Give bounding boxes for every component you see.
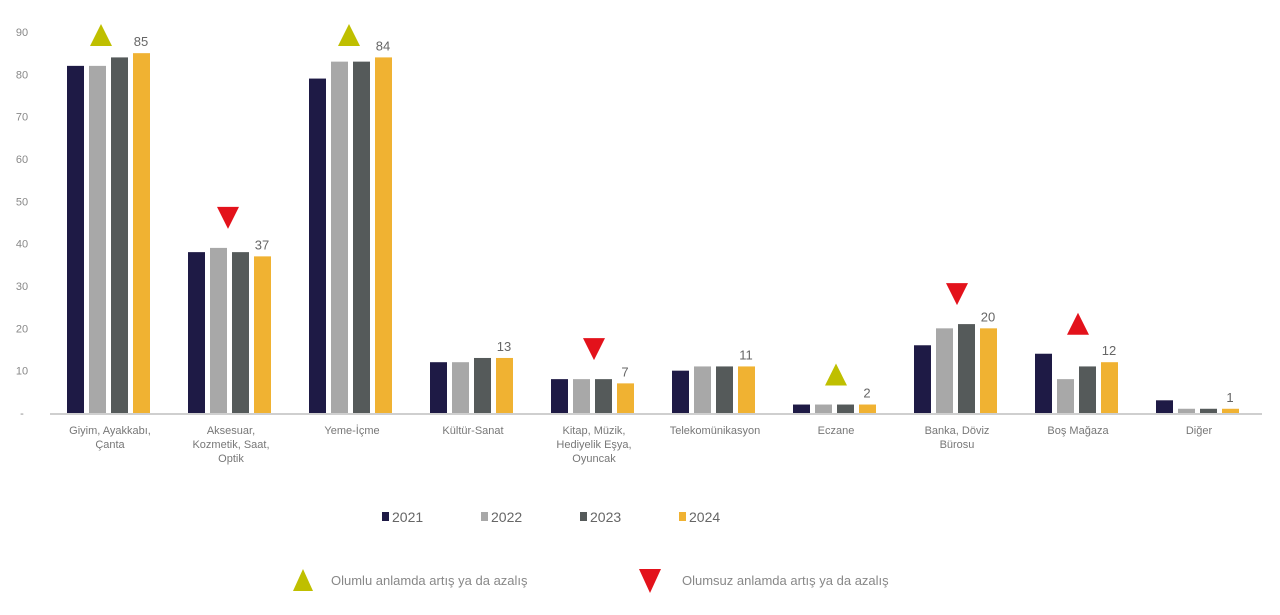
bar-2021 bbox=[309, 78, 326, 414]
bar-2024 bbox=[738, 366, 755, 413]
bar-2023 bbox=[111, 57, 128, 414]
legend-item-2021: 2021 bbox=[382, 509, 423, 525]
data-label: 1 bbox=[1226, 390, 1233, 405]
bar-2023 bbox=[837, 404, 854, 413]
bar-2024 bbox=[133, 53, 150, 414]
legend-item-2022: 2022 bbox=[481, 509, 522, 525]
triangle-down-icon bbox=[217, 206, 239, 229]
bar-2021 bbox=[1035, 353, 1052, 413]
legend-label: 2024 bbox=[689, 509, 720, 525]
legend-item-2024: 2024 bbox=[679, 509, 720, 525]
data-label: 12 bbox=[1102, 343, 1116, 358]
negative-marker-icon bbox=[639, 569, 661, 593]
category-label: Giyim, Ayakkabı, Çanta bbox=[69, 425, 151, 451]
triangle-down-icon bbox=[583, 338, 605, 361]
bars: 85 37 84 13 7 11 2 20 12 1 bbox=[67, 24, 1239, 414]
bar-2022 bbox=[89, 65, 106, 413]
y-tick-label: - bbox=[20, 408, 24, 420]
triangle-up-icon bbox=[825, 363, 847, 386]
category-label: Eczane bbox=[818, 425, 855, 437]
bar-2024 bbox=[1222, 408, 1239, 413]
bar-2022 bbox=[573, 379, 590, 413]
legend-item-2023: 2023 bbox=[580, 509, 621, 525]
data-label: 7 bbox=[621, 364, 628, 379]
bar-2022 bbox=[1178, 408, 1195, 413]
negative-note: Olumsuz anlamda artış ya da azalış bbox=[682, 573, 889, 588]
category-label: Banka, Döviz Bürosu bbox=[925, 425, 990, 451]
bar-2021 bbox=[430, 362, 447, 413]
category-label: Telekomünikasyon bbox=[670, 425, 761, 437]
bar-2023 bbox=[353, 61, 370, 414]
triangle-down-icon bbox=[946, 283, 968, 306]
bar-2024 bbox=[375, 57, 392, 414]
legend-label: 2021 bbox=[392, 509, 423, 525]
category-label: Yeme-İçme bbox=[324, 424, 379, 437]
bar-2023 bbox=[595, 379, 612, 413]
category-label: Boş Mağaza bbox=[1047, 425, 1109, 437]
bar-2022 bbox=[1057, 379, 1074, 413]
triangle-up-icon bbox=[90, 24, 112, 46]
data-label: 13 bbox=[497, 339, 511, 354]
bar-2021 bbox=[672, 370, 689, 413]
data-label: 37 bbox=[255, 237, 269, 252]
legend-label: 2022 bbox=[491, 509, 522, 525]
y-tick-label: 20 bbox=[16, 323, 28, 335]
bar-2021 bbox=[67, 65, 84, 413]
y-tick-label: 70 bbox=[16, 112, 28, 124]
y-tick-label: 30 bbox=[16, 281, 28, 293]
legend-label: 2023 bbox=[590, 509, 621, 525]
y-tick-label: 40 bbox=[16, 239, 28, 251]
triangle-up-icon bbox=[338, 24, 360, 46]
legend-swatch bbox=[679, 512, 686, 521]
bar-2023 bbox=[958, 324, 975, 413]
legend-swatch bbox=[382, 512, 389, 521]
category-labels: Giyim, Ayakkabı, Çanta Aksesuar, Kozmetik, … bbox=[69, 424, 1212, 465]
bar-2024 bbox=[254, 256, 271, 413]
bar-2021 bbox=[1156, 400, 1173, 413]
bar-2023 bbox=[474, 357, 491, 413]
y-tick-label: 10 bbox=[16, 366, 28, 378]
bar-2023 bbox=[232, 252, 249, 413]
legend-swatch bbox=[580, 512, 587, 521]
bar-2021 bbox=[793, 404, 810, 413]
data-label: 85 bbox=[134, 34, 148, 49]
bar-2024 bbox=[617, 383, 634, 413]
bar-2021 bbox=[914, 345, 931, 413]
bar-2024 bbox=[1101, 362, 1118, 413]
bar-2021 bbox=[188, 252, 205, 413]
y-axis: - 10 20 30 40 50 60 70 80 90 bbox=[16, 27, 28, 420]
triangle-up-icon bbox=[1067, 312, 1089, 335]
data-label: 11 bbox=[739, 347, 753, 362]
data-label: 2 bbox=[863, 386, 870, 401]
bar-2021 bbox=[551, 379, 568, 413]
positive-marker-icon bbox=[293, 569, 313, 591]
bar-2024 bbox=[496, 357, 513, 413]
y-tick-label: 60 bbox=[16, 154, 28, 166]
category-label: Kitap, Müzik, Hediyelik Eşya, Oyuncak bbox=[556, 425, 631, 465]
bar-2024 bbox=[980, 328, 997, 413]
y-tick-label: 90 bbox=[16, 27, 28, 39]
bar-2022 bbox=[210, 247, 227, 413]
bar-2022 bbox=[331, 61, 348, 414]
bar-2024 bbox=[859, 404, 876, 413]
data-label: 20 bbox=[981, 309, 995, 324]
bar-2022 bbox=[815, 404, 832, 413]
category-label: Aksesuar, Kozmetik, Saat, Optik bbox=[192, 425, 269, 465]
category-label: Kültür-Sanat bbox=[442, 425, 503, 437]
legend-swatch bbox=[481, 512, 488, 521]
bar-2023 bbox=[716, 366, 733, 413]
legend: 2021 2022 2023 2024 bbox=[382, 509, 720, 525]
positive-note: Olumlu anlamda artış ya da azalış bbox=[331, 573, 528, 588]
data-label: 84 bbox=[376, 38, 390, 53]
y-tick-label: 80 bbox=[16, 69, 28, 81]
bar-2022 bbox=[452, 362, 469, 413]
marker-legend: Olumlu anlamda artış ya da azalış Olumsu… bbox=[293, 569, 889, 593]
bar-2022 bbox=[694, 366, 711, 413]
bar-2022 bbox=[936, 328, 953, 413]
category-label: Diğer bbox=[1186, 425, 1213, 437]
bar-2023 bbox=[1200, 408, 1217, 413]
y-tick-label: 50 bbox=[16, 196, 28, 208]
bar-2023 bbox=[1079, 366, 1096, 413]
